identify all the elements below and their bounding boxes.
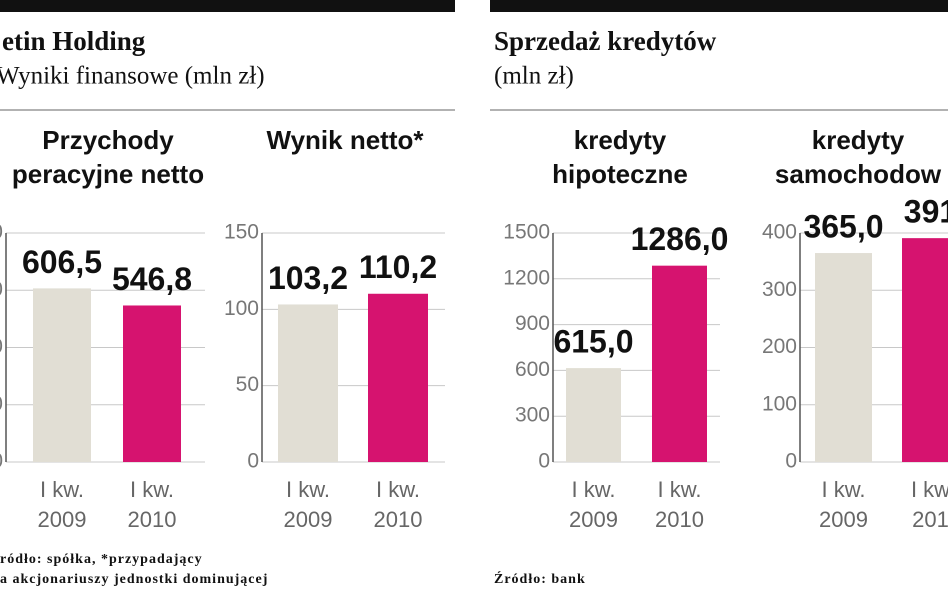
y-tick-label: 900	[515, 312, 550, 335]
source: Źródło: bank	[494, 570, 586, 587]
y-tick-label: 200	[0, 392, 3, 415]
x-tick-label: I kw	[911, 477, 948, 502]
bar	[123, 305, 181, 462]
y-tick-label: 0	[0, 450, 3, 473]
y-tick-label: 0	[538, 450, 550, 473]
bar	[33, 288, 91, 462]
x-tick-label: 2010	[128, 507, 177, 532]
bar	[278, 304, 338, 462]
x-tick-label: I kw.	[657, 477, 701, 502]
y-tick-label: 300	[762, 278, 797, 301]
x-tick-label: 201	[912, 507, 948, 532]
chart-title: hipoteczne	[552, 159, 688, 189]
value-label: 103,2	[268, 260, 348, 296]
x-tick-label: I kw.	[40, 477, 84, 502]
x-tick-label: 2009	[38, 507, 87, 532]
x-tick-label: I kw.	[286, 477, 330, 502]
panel-title: etin Holding	[2, 26, 146, 56]
chart-title: samochodow	[775, 159, 942, 189]
x-tick-label: I kw.	[571, 477, 615, 502]
value-label: 110,2	[359, 249, 437, 285]
chart-title: kredyty	[812, 125, 905, 155]
chart-title: peracyjne netto	[12, 159, 204, 189]
y-tick-label: 800	[0, 221, 3, 244]
y-tick-label: 1500	[503, 221, 550, 244]
y-tick-label: 1200	[503, 266, 550, 289]
x-tick-label: 2009	[284, 507, 333, 532]
y-tick-label: 600	[515, 358, 550, 381]
y-tick-label: 0	[247, 450, 259, 473]
value-label: 546,8	[112, 261, 192, 297]
y-tick-label: 400	[0, 335, 3, 358]
x-tick-label: 2010	[655, 507, 704, 532]
source: ródło: spółka, *przypadający	[0, 552, 203, 567]
bar	[368, 293, 428, 462]
value-label: 391	[904, 194, 948, 230]
y-tick-label: 50	[236, 373, 259, 396]
y-tick-label: 600	[0, 278, 3, 301]
y-tick-label: 100	[224, 297, 259, 320]
x-tick-label: 2009	[819, 507, 868, 532]
x-tick-label: 2009	[569, 507, 618, 532]
y-tick-label: 400	[762, 221, 797, 244]
value-label: 615,0	[553, 324, 633, 360]
chart-title: kredyty	[574, 125, 667, 155]
x-tick-label: I kw.	[376, 477, 420, 502]
value-label: 1286,0	[631, 221, 729, 257]
x-tick-label: I kw.	[821, 477, 865, 502]
top-bar	[0, 0, 455, 12]
value-label: 365,0	[803, 208, 883, 244]
bar	[902, 238, 948, 462]
bar	[815, 253, 872, 462]
value-label: 606,5	[22, 244, 102, 280]
x-tick-label: 2010	[374, 507, 423, 532]
chart-title: Wynik netto*	[267, 125, 425, 155]
bar	[652, 265, 707, 462]
y-tick-label: 0	[785, 450, 797, 473]
panel-subtitle: Wyniki finansowe (mln zł)	[0, 63, 265, 90]
top-bar	[490, 0, 948, 12]
y-tick-label: 100	[762, 392, 797, 415]
bar	[566, 368, 621, 462]
y-tick-label: 300	[515, 404, 550, 427]
y-tick-label: 150	[224, 221, 259, 244]
source: a akcjonariuszy jednostki dominującej	[0, 572, 268, 587]
y-tick-label: 200	[762, 335, 797, 358]
x-tick-label: I kw.	[130, 477, 174, 502]
panel-subtitle: (mln zł)	[494, 63, 574, 90]
chart-title: Przychody	[42, 125, 174, 155]
panel-title: Sprzedaż kredytów	[494, 26, 717, 56]
